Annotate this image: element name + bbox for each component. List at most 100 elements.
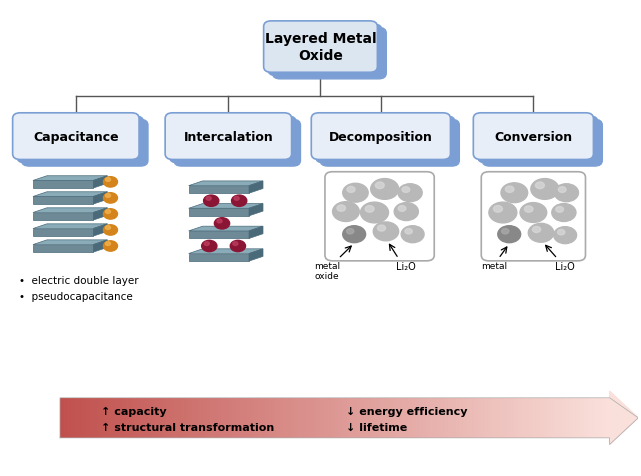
Circle shape xyxy=(535,183,544,189)
Bar xyxy=(144,398,148,438)
Bar xyxy=(236,398,240,438)
Circle shape xyxy=(234,197,239,201)
Bar xyxy=(584,398,588,438)
Bar xyxy=(320,398,324,438)
Circle shape xyxy=(343,226,365,243)
Bar xyxy=(349,398,353,438)
Bar xyxy=(214,398,217,438)
Bar xyxy=(151,398,155,438)
Bar xyxy=(500,398,503,438)
Polygon shape xyxy=(249,204,263,217)
Bar xyxy=(522,398,526,438)
Bar xyxy=(383,398,386,438)
Bar xyxy=(265,398,269,438)
Circle shape xyxy=(105,178,110,182)
FancyBboxPatch shape xyxy=(263,22,378,73)
Bar xyxy=(317,398,320,438)
Circle shape xyxy=(337,206,345,212)
Polygon shape xyxy=(33,177,107,181)
Bar xyxy=(441,398,445,438)
Bar xyxy=(217,398,221,438)
Circle shape xyxy=(489,203,517,223)
Polygon shape xyxy=(188,254,249,261)
Bar xyxy=(331,398,335,438)
Bar xyxy=(599,398,603,438)
Bar xyxy=(306,398,309,438)
Circle shape xyxy=(347,229,354,235)
Bar xyxy=(603,398,606,438)
Bar xyxy=(210,398,214,438)
Bar xyxy=(229,398,232,438)
Text: ↑ structural transformation: ↑ structural transformation xyxy=(101,422,274,432)
FancyBboxPatch shape xyxy=(22,120,148,167)
Bar xyxy=(419,398,423,438)
Bar xyxy=(514,398,518,438)
Bar xyxy=(104,398,108,438)
Bar xyxy=(404,398,408,438)
Polygon shape xyxy=(188,209,249,217)
Bar xyxy=(269,398,272,438)
Circle shape xyxy=(214,218,229,229)
FancyBboxPatch shape xyxy=(174,120,301,167)
Bar xyxy=(488,398,492,438)
Bar xyxy=(518,398,522,438)
Circle shape xyxy=(554,227,577,244)
Bar xyxy=(342,398,345,438)
Bar xyxy=(309,398,313,438)
Circle shape xyxy=(103,193,117,204)
Bar xyxy=(423,398,426,438)
Bar xyxy=(445,398,449,438)
Bar xyxy=(540,398,544,438)
Circle shape xyxy=(105,194,110,198)
Bar xyxy=(386,398,390,438)
Bar xyxy=(148,398,151,438)
Circle shape xyxy=(378,226,386,232)
Text: Layered Metal
Oxide: Layered Metal Oxide xyxy=(265,32,376,62)
Bar xyxy=(137,398,140,438)
Text: Li₂O: Li₂O xyxy=(555,261,575,271)
Bar xyxy=(485,398,488,438)
Bar xyxy=(174,398,177,438)
Bar xyxy=(155,398,159,438)
Text: Decomposition: Decomposition xyxy=(329,130,433,143)
Bar xyxy=(181,398,185,438)
Bar xyxy=(449,398,452,438)
Polygon shape xyxy=(249,249,263,261)
Circle shape xyxy=(105,242,110,246)
Circle shape xyxy=(498,226,520,243)
FancyBboxPatch shape xyxy=(312,114,451,160)
FancyBboxPatch shape xyxy=(170,117,296,163)
Text: •  pseudocapacitance: • pseudocapacitance xyxy=(19,292,133,302)
Circle shape xyxy=(204,196,219,207)
Bar xyxy=(283,398,287,438)
Polygon shape xyxy=(33,240,107,245)
FancyBboxPatch shape xyxy=(478,117,598,163)
Bar xyxy=(67,398,71,438)
Bar xyxy=(97,398,100,438)
Bar xyxy=(262,398,265,438)
Bar xyxy=(606,398,610,438)
Circle shape xyxy=(365,206,374,213)
Text: Intercalation: Intercalation xyxy=(183,130,273,143)
Bar xyxy=(394,398,397,438)
Bar xyxy=(558,398,562,438)
Polygon shape xyxy=(610,391,638,445)
Bar xyxy=(452,398,456,438)
Bar xyxy=(434,398,437,438)
Bar xyxy=(170,398,174,438)
Bar xyxy=(86,398,89,438)
Bar xyxy=(401,398,404,438)
Bar xyxy=(569,398,573,438)
Polygon shape xyxy=(33,208,107,213)
Polygon shape xyxy=(33,181,94,188)
FancyBboxPatch shape xyxy=(320,120,460,167)
Circle shape xyxy=(524,207,533,213)
Bar xyxy=(460,398,463,438)
Polygon shape xyxy=(188,227,263,231)
Bar xyxy=(481,398,485,438)
Bar xyxy=(240,398,243,438)
Circle shape xyxy=(533,227,540,233)
FancyBboxPatch shape xyxy=(272,29,387,79)
Bar xyxy=(456,398,460,438)
Polygon shape xyxy=(33,229,94,237)
